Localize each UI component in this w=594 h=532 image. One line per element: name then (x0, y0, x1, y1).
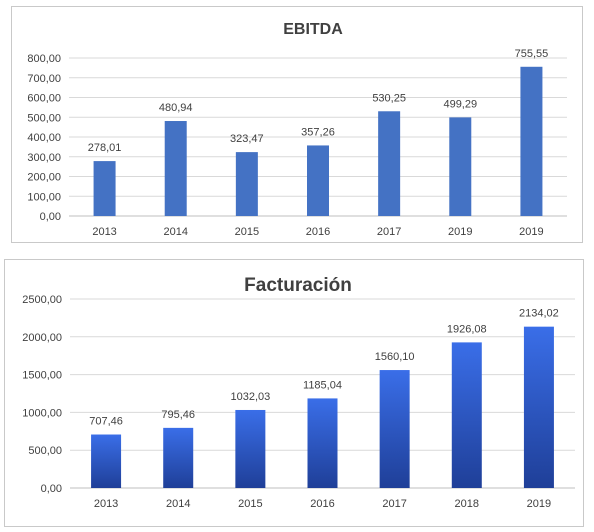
ebitda-chart: EBITDA 0,00 100,00 200,00 300,00 400,00 500,00… (27, 21, 567, 238)
data-label: 795,46 (161, 409, 195, 421)
bar (235, 409, 266, 488)
y-tick-label: 800,00 (27, 53, 61, 65)
data-label: 1032,03 (230, 391, 270, 403)
y-tick-label: 500,00 (28, 445, 62, 457)
bar (164, 121, 187, 216)
data-label: 755,55 (515, 48, 549, 60)
facturacion-chart-panel: Facturación 0,00 500,00 1000,00 1500,00 2000,… (4, 259, 584, 527)
x-tick-label: 2017 (377, 226, 401, 238)
data-label: 1926,08 (447, 323, 487, 335)
data-label: 480,94 (159, 102, 193, 114)
bar (523, 326, 554, 488)
data-label: 278,01 (88, 142, 122, 154)
x-tick-label: 2015 (238, 498, 262, 510)
x-tick-label: 2018 (455, 498, 479, 510)
bar (451, 342, 482, 488)
data-label: 1185,04 (303, 379, 342, 391)
y-tick-label: 400,00 (27, 132, 61, 144)
x-tick-label: 2016 (310, 498, 334, 510)
y-tick-label: 2000,00 (22, 332, 62, 344)
bar (163, 427, 194, 488)
bar (307, 145, 329, 216)
x-tick-label: 2019 (527, 498, 551, 510)
x-tick-label: 2013 (94, 498, 118, 510)
data-label: 2134,02 (519, 308, 559, 320)
y-tick-label: 600,00 (27, 93, 61, 105)
chart-title: Facturación (244, 275, 352, 296)
bar (378, 111, 401, 216)
x-tick-label: 2014 (166, 498, 190, 510)
bar (379, 370, 410, 488)
chart-title: EBITDA (283, 21, 343, 38)
x-tick-label: 2014 (163, 226, 187, 238)
bar (307, 398, 338, 488)
y-tick-label: 200,00 (27, 172, 61, 184)
x-tick-label: 2019 (519, 226, 543, 238)
bar (235, 152, 258, 216)
data-label: 357,26 (301, 126, 335, 138)
y-tick-label: 2500,00 (22, 294, 62, 306)
y-tick-label: 700,00 (27, 73, 61, 85)
y-tick-label: 0,00 (40, 211, 61, 223)
ebitda-chart-panel: EBITDA 0,00 100,00 200,00 300,00 400,00 500,00… (11, 6, 583, 243)
y-tick-label: 100,00 (27, 191, 61, 203)
y-tick-label: 1500,00 (22, 370, 62, 382)
bar (520, 66, 543, 216)
y-tick-label: 500,00 (27, 112, 61, 124)
x-tick-label: 2016 (306, 226, 330, 238)
bar (449, 117, 472, 216)
facturacion-chart: Facturación 0,00 500,00 1000,00 1500,00 2000,… (22, 275, 575, 510)
y-tick-label: 0,00 (41, 483, 62, 495)
data-label: 323,47 (230, 133, 264, 145)
x-tick-label: 2013 (92, 226, 116, 238)
x-tick-label: 2015 (235, 226, 259, 238)
data-label: 707,46 (89, 416, 123, 428)
bar (93, 161, 116, 216)
data-label: 1560,10 (375, 351, 415, 363)
x-tick-label: 2017 (382, 498, 406, 510)
bar (91, 434, 122, 488)
data-label: 530,25 (372, 92, 406, 104)
x-tick-label: 2019 (448, 226, 472, 238)
y-tick-label: 1000,00 (22, 407, 62, 419)
y-tick-label: 300,00 (27, 152, 61, 164)
data-label: 499,29 (443, 98, 477, 110)
